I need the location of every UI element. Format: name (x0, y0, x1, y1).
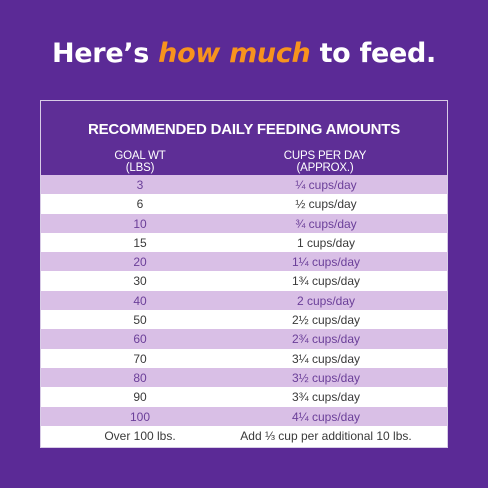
cell-goal-weight: Over 100 lbs. (104, 428, 176, 443)
table-row: 50 2½ cups/day (41, 310, 447, 329)
table-row: 20 1¼ cups/day (41, 252, 447, 272)
cell-cups-per-day: ¼ cups/day (295, 178, 357, 192)
cell-goal-weight: 90 (133, 390, 147, 405)
cell-cups-per-day: 1 cups/day (296, 235, 356, 250)
cell-goal-weight: 15 (133, 235, 147, 250)
cell-goal-weight: 20 (133, 255, 147, 270)
table-row: 30 1¾ cups/day (41, 271, 447, 290)
cell-cups-per-day: 3¾ cups/day (291, 390, 361, 405)
table-row: 6 ½ cups/day (41, 194, 447, 213)
table-row: 90 3¾ cups/day (41, 387, 447, 406)
table-row: 80 3½ cups/day (41, 367, 447, 388)
table-title: RECOMMENDED DAILY FEEDING AMOUNTS (87, 121, 401, 138)
cell-cups-per-day: 2¾ cups/day (291, 332, 361, 347)
cell-goal-weight: 80 (133, 370, 147, 385)
table-row: 60 2¾ cups/day (41, 329, 447, 349)
headline-suffix: to feed. (310, 38, 437, 69)
cell-goal-weight: 10 (133, 216, 147, 231)
table-header: RECOMMENDED DAILY FEEDING AMOUNTS GOAL W… (41, 101, 447, 175)
cell-goal-weight: 30 (133, 274, 147, 289)
cell-cups-per-day: 3½ cups/day (291, 370, 361, 385)
cell-cups-per-day: ¾ cups/day (295, 216, 357, 231)
cell-goal-weight: 40 (133, 293, 147, 308)
column-header-weight: GOAL WT (LBS) (114, 150, 166, 174)
cell-goal-weight: 3 (136, 178, 144, 192)
cell-cups-per-day: 3¼ cups/day (291, 351, 361, 366)
cell-goal-weight: 60 (133, 332, 147, 347)
column-header-cups: CUPS PER DAY (APPROX.) (283, 150, 367, 174)
cell-goal-weight: 50 (133, 313, 147, 328)
cell-cups-per-day: 2 cups/day (296, 293, 356, 308)
cell-goal-weight: 70 (133, 351, 147, 366)
table-row: 3 ¼ cups/day (41, 175, 447, 195)
table-row: 10 ¾ cups/day (41, 213, 447, 233)
table-row: 40 2 cups/day (41, 290, 447, 311)
cell-cups-per-day: 1¼ cups/day (291, 255, 361, 270)
feeding-table-card: RECOMMENDED DAILY FEEDING AMOUNTS GOAL W… (40, 100, 448, 448)
headline-prefix: Here’s (52, 38, 159, 69)
cell-goal-weight: 6 (136, 197, 144, 212)
cell-cups-per-day: 1¾ cups/day (291, 274, 361, 289)
headline: Here’s how much to feed. (0, 38, 488, 69)
cell-cups-per-day: 2½ cups/day (291, 313, 361, 328)
cell-cups-per-day: Add ⅓ cup per additional 10 lbs. (240, 428, 412, 443)
cell-goal-weight: 100 (129, 409, 151, 424)
cell-cups-per-day: 4¼ cups/day (291, 409, 361, 424)
table-row: 100 4¼ cups/day (41, 406, 447, 426)
headline-highlight: how much (158, 38, 311, 69)
table-row: 15 1 cups/day (41, 233, 447, 252)
table-row: 70 3¼ cups/day (41, 349, 447, 368)
table-row: Over 100 lbs. Add ⅓ cup per additional 10… (41, 426, 447, 445)
cell-cups-per-day: ½ cups/day (295, 197, 357, 212)
